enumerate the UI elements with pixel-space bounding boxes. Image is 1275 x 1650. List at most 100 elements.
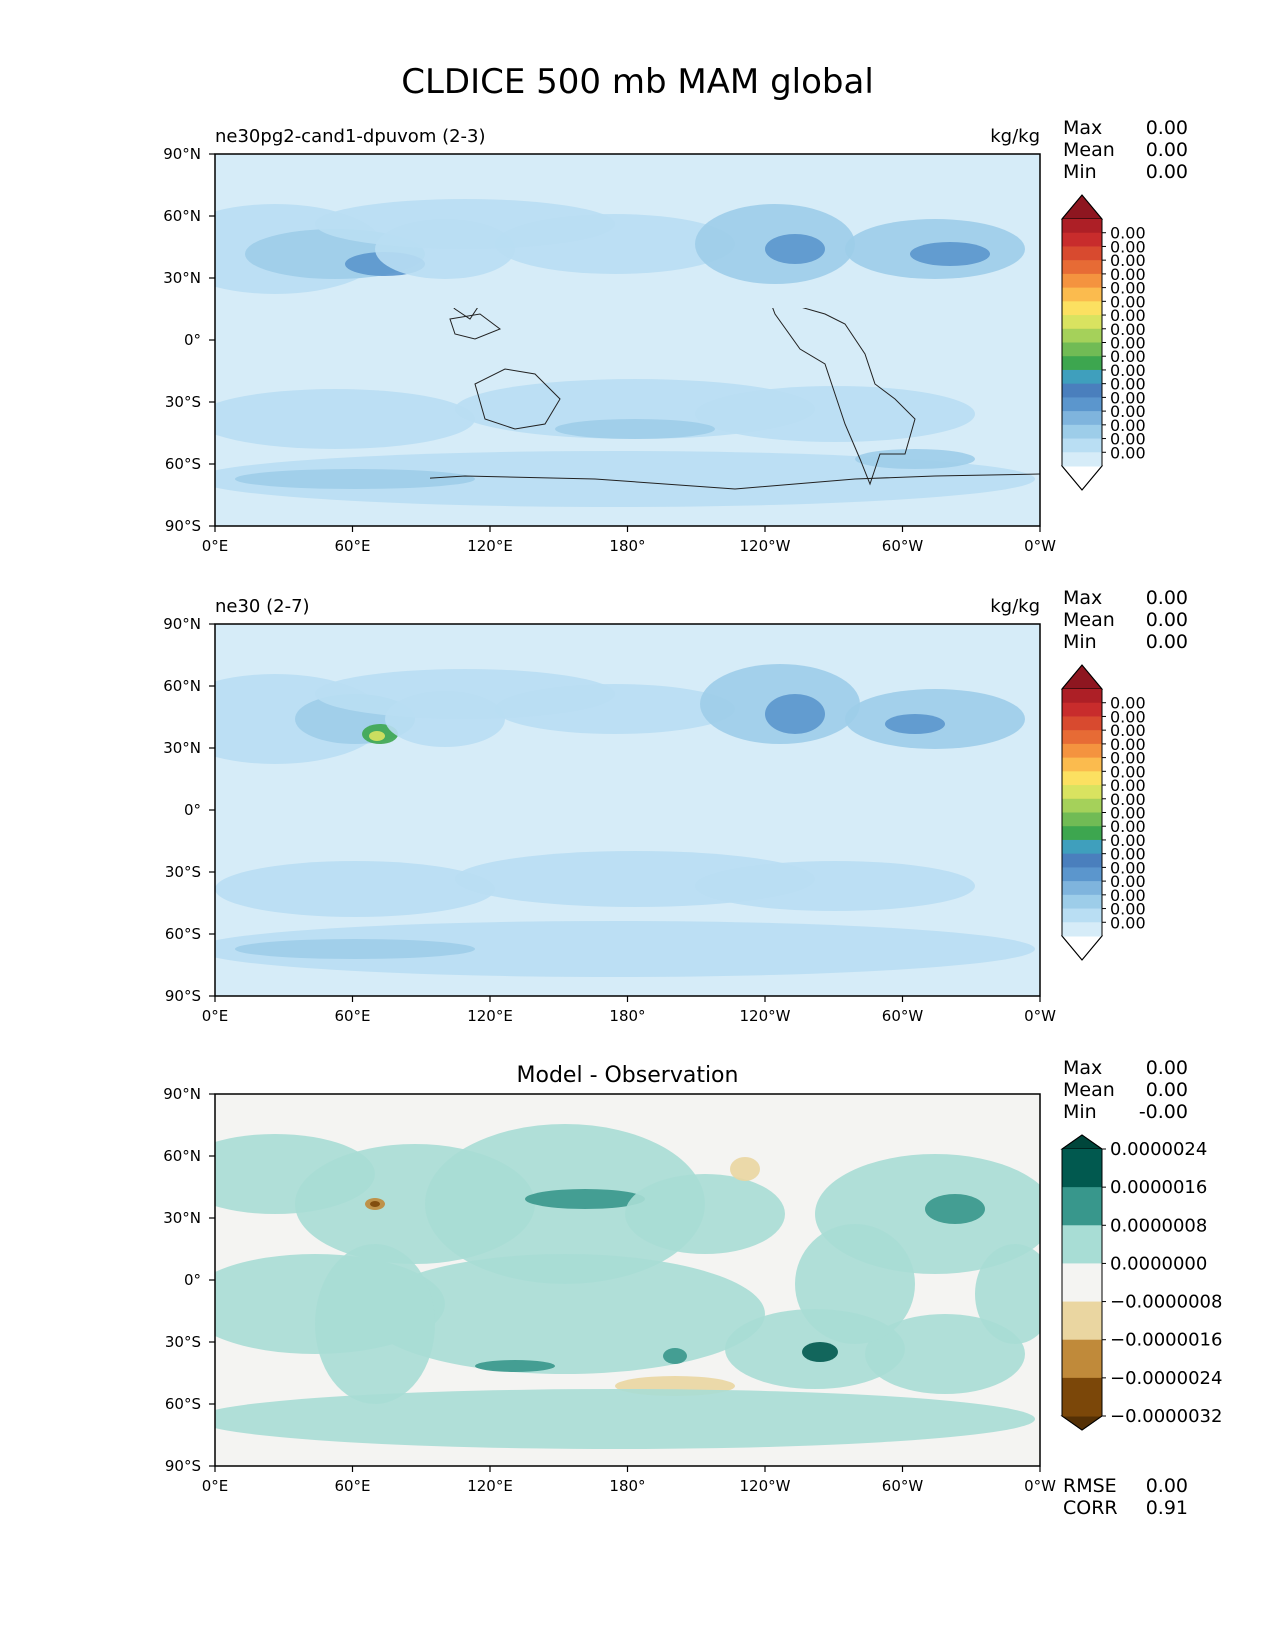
colorbar-segment	[1062, 730, 1102, 745]
colorbar-segment	[1062, 881, 1102, 896]
colorbar-tick-label: 0.00	[1110, 886, 1146, 905]
contour-blob	[235, 939, 475, 959]
colorbar-segment	[1062, 383, 1102, 398]
colorbar-tick-label: 0.0000024	[1110, 1139, 1207, 1160]
x-tick-label: 180°	[609, 537, 645, 555]
colorbar-tick-label: −0.0000008	[1110, 1292, 1222, 1313]
contour-blob	[315, 199, 615, 249]
contour-blob	[855, 449, 975, 469]
colorbar: 0.0000024 0.0000016 0.0000008 0.0000000 −0.0…	[1060, 1134, 1222, 1431]
colorbar-extend-top	[1060, 664, 1104, 690]
colorbar-segment	[1062, 1301, 1102, 1341]
y-tick-label: 60°N	[163, 1147, 201, 1165]
contour-blob	[370, 1201, 380, 1207]
contour-blob	[369, 731, 385, 741]
colorbar-segment	[1062, 328, 1102, 343]
colorbar-segment	[1062, 1187, 1102, 1226]
colorbar-segment	[1062, 716, 1102, 731]
colorbar-tick-label: 0.00	[1110, 416, 1146, 435]
colorbar-segment	[1062, 785, 1102, 800]
panel-2: 0°E 60°E 120°E 180° 120°W 60°W 0°W 90°N 60°N 30°N…	[163, 587, 1188, 1025]
metric-label: RMSE	[1063, 1475, 1117, 1497]
y-tick-label: 30°N	[163, 1209, 201, 1227]
stat-value: 0.00	[1146, 609, 1188, 631]
y-tick-label: 60°N	[163, 677, 201, 695]
stat-label: Mean	[1063, 609, 1115, 631]
metric-value: 0.00	[1146, 1475, 1188, 1497]
colorbar-tick-label: 0.00	[1110, 388, 1146, 407]
contour-blob	[975, 1244, 1040, 1344]
contour-blob	[215, 1389, 1035, 1449]
stat-value: 0.00	[1146, 161, 1188, 183]
contour-blob	[215, 451, 1035, 507]
colorbar-outline	[1061, 664, 1103, 961]
colorbar-tick-label: 0.00	[1110, 237, 1146, 256]
x-tick-label: 60°W	[882, 537, 924, 555]
stat-label: Max	[1063, 1057, 1102, 1079]
colorbar-tick-label: 0.00	[1110, 721, 1146, 740]
x-tick-label: 120°E	[467, 1007, 513, 1025]
stat-label: Min	[1063, 631, 1097, 653]
x-tick-label: 60°W	[882, 1007, 924, 1025]
panel-title: ne30 (2-7)	[215, 596, 310, 617]
colorbar-tick-label: 0.00	[1110, 900, 1146, 919]
panel-title: Model - Observation	[517, 1063, 739, 1088]
colorbar-tick-label: 0.00	[1110, 402, 1146, 421]
colorbar-tick-label: −0.0000024	[1110, 1368, 1222, 1389]
contour-blob	[215, 921, 1035, 977]
x-tick-label: 0°E	[202, 1477, 229, 1495]
contour-blob	[625, 1174, 785, 1254]
colorbar-segment	[1062, 1225, 1102, 1264]
y-tick-label: 30°S	[165, 393, 201, 411]
colorbar-extend-bottom	[1060, 935, 1104, 961]
contour-blob	[215, 389, 475, 449]
x-tick-label: 60°E	[334, 537, 370, 555]
colorbar-tick-label: 0.00	[1110, 694, 1146, 713]
colorbar-segment	[1062, 894, 1102, 910]
colorbar-tick-label: 0.00	[1110, 831, 1146, 850]
colorbar-tick-label: 0.00	[1110, 279, 1146, 298]
colorbar-tick-label: 0.00	[1110, 265, 1146, 284]
contour-blob	[235, 469, 475, 489]
stat-value: 0.00	[1146, 139, 1188, 161]
colorbar-segment	[1062, 287, 1102, 302]
colorbar-segment	[1062, 424, 1102, 440]
colorbar-segment	[1062, 260, 1102, 275]
colorbar-tick-label: 0.0000000	[1110, 1253, 1207, 1274]
contour-blob	[215, 861, 495, 917]
y-tick-label: 90°N	[163, 145, 201, 163]
y-tick-label: 0°	[184, 801, 201, 819]
colorbar-segment	[1062, 1339, 1102, 1379]
contour-blob	[555, 419, 715, 439]
contour-blob	[475, 1360, 555, 1372]
contour-blob	[795, 1224, 915, 1344]
y-tick-label: 30°N	[163, 269, 201, 287]
stat-value: 0.00	[1146, 117, 1188, 139]
colorbar-tick-label: 0.00	[1110, 375, 1146, 394]
colorbar-tick-label: 0.00	[1110, 334, 1146, 353]
colorbar-segment	[1062, 771, 1102, 786]
colorbar-segment	[1062, 438, 1102, 453]
colorbar-tick-label: 0.00	[1110, 804, 1146, 823]
colorbar-tick-label: 0.00	[1110, 306, 1146, 325]
colorbar-tick-label: 0.00	[1110, 790, 1146, 809]
colorbar-segment	[1062, 315, 1102, 330]
contour-field	[215, 199, 1035, 507]
colorbar-segment	[1062, 232, 1102, 247]
panel-title: ne30pg2-cand1-dpuvom (2-3)	[215, 126, 486, 147]
contour-blob	[925, 1194, 985, 1224]
contour-blob	[910, 242, 990, 266]
contour-blob	[885, 714, 945, 734]
colorbar-extend-top	[1060, 194, 1104, 220]
colorbar-tick-label: 0.00	[1110, 251, 1146, 270]
colorbar-segment	[1062, 356, 1102, 371]
colorbar-segment	[1062, 1377, 1102, 1417]
colorbar-segment	[1062, 397, 1102, 412]
colorbar-segment	[1062, 301, 1102, 316]
panel-units: kg/kg	[990, 126, 1040, 147]
metric-value: 0.91	[1146, 1497, 1188, 1519]
contour-blob	[365, 1254, 765, 1374]
colorbar-tick-label: 0.00	[1110, 817, 1146, 836]
colorbar-segment	[1062, 219, 1102, 234]
colorbar-tick-label: 0.00	[1110, 845, 1146, 864]
